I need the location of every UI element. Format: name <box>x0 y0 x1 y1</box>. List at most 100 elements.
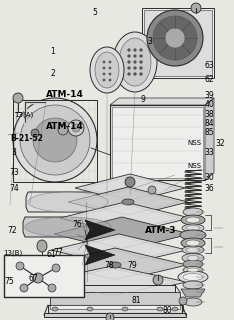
Ellipse shape <box>139 49 143 52</box>
Polygon shape <box>75 174 185 202</box>
Ellipse shape <box>103 73 105 75</box>
Ellipse shape <box>153 16 197 60</box>
Text: 2: 2 <box>50 69 55 78</box>
Ellipse shape <box>37 240 47 252</box>
Text: 80: 80 <box>163 306 172 315</box>
Ellipse shape <box>31 129 39 137</box>
Text: 63: 63 <box>205 61 215 70</box>
Ellipse shape <box>181 238 205 248</box>
Polygon shape <box>68 187 188 217</box>
Text: 13(B): 13(B) <box>4 250 23 256</box>
Polygon shape <box>181 289 205 297</box>
Polygon shape <box>37 266 187 298</box>
Ellipse shape <box>187 268 199 272</box>
Ellipse shape <box>48 284 56 292</box>
Text: 36: 36 <box>205 184 215 193</box>
Ellipse shape <box>109 73 111 75</box>
Ellipse shape <box>139 67 143 69</box>
Text: NSS: NSS <box>187 140 201 146</box>
Ellipse shape <box>128 60 131 63</box>
Ellipse shape <box>187 255 199 260</box>
Ellipse shape <box>134 60 136 63</box>
Text: B-21-52: B-21-52 <box>11 134 43 143</box>
Text: 33: 33 <box>205 148 215 157</box>
Ellipse shape <box>191 3 201 13</box>
Ellipse shape <box>58 125 68 135</box>
Text: NSS: NSS <box>187 163 201 169</box>
Ellipse shape <box>183 267 203 274</box>
Text: 76: 76 <box>73 220 82 228</box>
Ellipse shape <box>33 118 77 162</box>
Ellipse shape <box>128 54 131 58</box>
Ellipse shape <box>16 262 24 270</box>
Ellipse shape <box>183 208 203 216</box>
Ellipse shape <box>109 262 121 268</box>
Ellipse shape <box>153 275 163 285</box>
Ellipse shape <box>139 60 143 63</box>
Ellipse shape <box>183 281 203 289</box>
Ellipse shape <box>148 186 156 194</box>
Text: 62: 62 <box>205 75 214 84</box>
Ellipse shape <box>52 307 58 311</box>
Ellipse shape <box>147 10 203 66</box>
Polygon shape <box>43 248 187 282</box>
Ellipse shape <box>95 52 119 88</box>
Ellipse shape <box>106 313 114 320</box>
Bar <box>112 107 203 178</box>
Ellipse shape <box>103 79 105 81</box>
Ellipse shape <box>28 192 108 212</box>
Text: 67: 67 <box>28 274 38 283</box>
Polygon shape <box>54 217 190 251</box>
Ellipse shape <box>134 67 136 69</box>
Ellipse shape <box>182 253 204 262</box>
Ellipse shape <box>139 73 143 76</box>
Text: 75: 75 <box>5 277 15 286</box>
Ellipse shape <box>182 246 204 254</box>
Bar <box>50 292 180 306</box>
Ellipse shape <box>13 93 23 103</box>
Ellipse shape <box>139 54 143 58</box>
Ellipse shape <box>183 260 203 268</box>
Ellipse shape <box>103 61 105 63</box>
Text: 74: 74 <box>9 184 19 193</box>
Ellipse shape <box>122 199 134 205</box>
Ellipse shape <box>128 67 131 69</box>
Ellipse shape <box>90 47 124 93</box>
Text: 39: 39 <box>205 91 215 100</box>
Text: 13(A): 13(A) <box>14 112 33 118</box>
Ellipse shape <box>179 297 187 305</box>
Ellipse shape <box>157 307 163 311</box>
Text: 3: 3 <box>12 148 17 156</box>
Ellipse shape <box>25 217 111 237</box>
Bar <box>142 8 214 78</box>
Ellipse shape <box>134 73 136 76</box>
Text: 9: 9 <box>140 95 145 104</box>
Ellipse shape <box>128 49 131 52</box>
Ellipse shape <box>128 73 131 76</box>
Ellipse shape <box>183 274 203 281</box>
Bar <box>44 313 186 317</box>
Ellipse shape <box>109 79 111 81</box>
Text: 73: 73 <box>9 168 19 177</box>
Text: 78: 78 <box>104 261 114 270</box>
Ellipse shape <box>20 105 90 175</box>
Text: 72: 72 <box>7 226 17 235</box>
Text: 79: 79 <box>128 261 137 270</box>
Ellipse shape <box>68 120 84 136</box>
Text: 40: 40 <box>205 100 215 109</box>
Ellipse shape <box>172 307 178 311</box>
Text: ATM-3: ATM-3 <box>145 226 177 235</box>
Bar <box>50 305 180 309</box>
Text: ATM-14: ATM-14 <box>46 90 84 99</box>
Bar <box>48 305 182 313</box>
Ellipse shape <box>134 49 136 52</box>
Ellipse shape <box>87 307 93 311</box>
Ellipse shape <box>186 217 200 223</box>
Ellipse shape <box>134 54 136 58</box>
Polygon shape <box>85 220 115 240</box>
Text: 5: 5 <box>92 8 97 17</box>
Ellipse shape <box>125 177 135 187</box>
Bar <box>55 285 175 299</box>
Text: 85: 85 <box>205 128 214 137</box>
Ellipse shape <box>103 67 105 69</box>
